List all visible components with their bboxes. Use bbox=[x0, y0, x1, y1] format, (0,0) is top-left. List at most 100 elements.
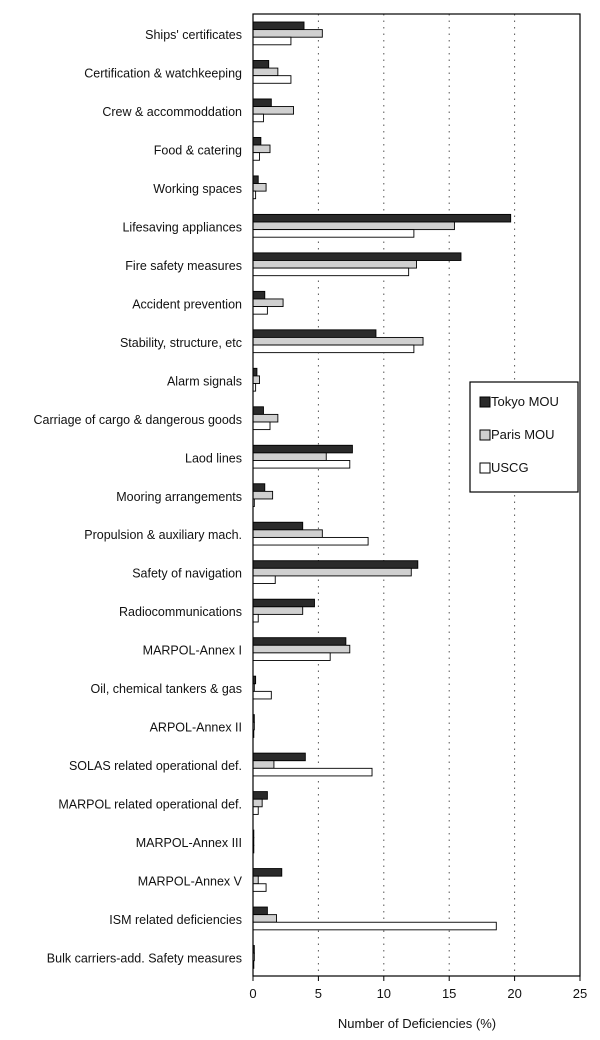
category-label: ARPOL-Annex II bbox=[150, 721, 242, 735]
bar-paris-mou bbox=[252, 413, 279, 423]
category-label: Propulsion & auxiliary mach. bbox=[84, 528, 242, 542]
legend-label: USCG bbox=[491, 460, 529, 475]
category-label: ISM related deficiencies bbox=[109, 913, 242, 927]
category-labels: Ships' certificates Certification & watch… bbox=[34, 28, 243, 966]
category-label: Working spaces bbox=[153, 182, 242, 196]
legend-label: Paris MOU bbox=[491, 427, 555, 442]
bar-paris-mou bbox=[252, 760, 275, 769]
bar-paris-mou bbox=[252, 644, 351, 654]
x-tick-label: 10 bbox=[377, 986, 391, 1001]
category-label: MARPOL-Annex I bbox=[143, 644, 242, 658]
bar-tokyo-mou bbox=[252, 444, 353, 454]
category-label: Lifesaving appliances bbox=[122, 220, 242, 234]
bar-uscg bbox=[252, 306, 268, 315]
bar-paris-mou bbox=[252, 490, 274, 500]
bar-tokyo-mou bbox=[252, 21, 305, 31]
bar-uscg bbox=[252, 806, 259, 815]
bar-paris-mou bbox=[252, 144, 271, 154]
bar-paris-mou bbox=[252, 529, 323, 538]
x-axis-title: Number of Deficiencies (%) bbox=[338, 1016, 496, 1031]
legend-swatch bbox=[479, 462, 491, 474]
bar-uscg bbox=[252, 767, 373, 777]
bar-tokyo-mou bbox=[252, 791, 268, 800]
grid-layer bbox=[317, 14, 516, 976]
bar-uscg bbox=[252, 75, 292, 84]
bar-paris-mou bbox=[252, 452, 327, 461]
bar-uscg bbox=[252, 229, 415, 238]
category-label: Radiocommunications bbox=[119, 605, 242, 619]
bar-tokyo-mou bbox=[252, 560, 419, 569]
bar-tokyo-mou bbox=[252, 868, 283, 877]
bar-paris-mou bbox=[252, 67, 279, 77]
bar-uscg bbox=[252, 575, 276, 584]
bar-tokyo-mou bbox=[252, 213, 512, 223]
bar-paris-mou bbox=[252, 183, 267, 192]
category-label: Food & catering bbox=[154, 143, 242, 157]
bar-uscg bbox=[252, 267, 410, 277]
bar-tokyo-mou bbox=[252, 483, 266, 492]
bar-paris-mou bbox=[252, 567, 412, 577]
category-label: Ships' certificates bbox=[145, 28, 242, 42]
category-label: Fire safety measures bbox=[125, 259, 242, 273]
bar-paris-mou bbox=[252, 875, 259, 885]
legend-swatch bbox=[479, 396, 491, 408]
x-tick-label: 5 bbox=[315, 986, 322, 1001]
bar-uscg bbox=[252, 36, 292, 46]
category-label: MARPOL related operational def. bbox=[58, 798, 242, 812]
bar-tokyo-mou bbox=[252, 252, 462, 261]
bar-paris-mou bbox=[252, 298, 284, 308]
category-label: MARPOL-Annex III bbox=[136, 836, 242, 850]
bar-uscg bbox=[252, 460, 351, 469]
category-label: Laod lines bbox=[185, 451, 242, 465]
legend-swatch bbox=[479, 429, 491, 441]
category-label: Bulk carriers-add. Safety measures bbox=[47, 952, 242, 966]
bar-uscg bbox=[252, 152, 260, 161]
category-label: Alarm signals bbox=[167, 374, 242, 388]
legend: Tokyo MOU Paris MOU USCG bbox=[469, 381, 579, 493]
category-label: Crew & accommoddation bbox=[102, 105, 242, 119]
bar-uscg bbox=[252, 613, 259, 623]
category-label: Certification & watchkeeping bbox=[84, 66, 242, 80]
bar-tokyo-mou bbox=[252, 521, 304, 531]
x-tick-label: 25 bbox=[573, 986, 587, 1001]
bar-tokyo-mou bbox=[252, 136, 262, 146]
bar-uscg bbox=[252, 536, 369, 546]
category-label: MARPOL-Annex V bbox=[138, 875, 243, 889]
bars-layer bbox=[252, 21, 512, 969]
bar-paris-mou bbox=[252, 914, 277, 923]
category-label: SOLAS related operational def. bbox=[69, 759, 242, 773]
x-axis: 0 5 10 15 20 25 bbox=[249, 976, 587, 1001]
category-label: Safety of navigation bbox=[132, 567, 242, 581]
bar-tokyo-mou bbox=[252, 290, 266, 300]
category-label: Carriage of cargo & dangerous goods bbox=[34, 413, 242, 427]
bar-tokyo-mou bbox=[252, 598, 315, 608]
bar-paris-mou bbox=[252, 221, 455, 231]
bar-paris-mou bbox=[252, 798, 263, 808]
bar-tokyo-mou bbox=[252, 637, 347, 646]
bar-paris-mou bbox=[252, 606, 304, 615]
plot-frame bbox=[252, 13, 581, 977]
bar-tokyo-mou bbox=[252, 406, 264, 415]
bar-tokyo-mou bbox=[252, 906, 268, 916]
category-label: Oil, chemical tankers & gas bbox=[91, 682, 242, 696]
bar-uscg bbox=[252, 883, 267, 892]
bar-paris-mou bbox=[252, 260, 417, 269]
category-label: Accident prevention bbox=[132, 297, 242, 311]
category-label: Mooring arrangements bbox=[116, 490, 242, 504]
bar-paris-mou bbox=[252, 375, 260, 384]
bar-uscg bbox=[252, 344, 415, 354]
bar-uscg bbox=[252, 652, 331, 661]
bar-tokyo-mou bbox=[252, 329, 377, 338]
x-tick-label: 20 bbox=[507, 986, 521, 1001]
bar-tokyo-mou bbox=[252, 98, 272, 108]
legend-label: Tokyo MOU bbox=[491, 394, 559, 409]
bar-paris-mou bbox=[252, 336, 424, 346]
x-tick-label: 15 bbox=[442, 986, 456, 1001]
x-tick-label: 0 bbox=[249, 986, 256, 1001]
bar-uscg bbox=[252, 921, 497, 931]
bar-tokyo-mou bbox=[252, 175, 259, 184]
bar-uscg bbox=[252, 113, 264, 123]
bar-uscg bbox=[252, 690, 272, 700]
